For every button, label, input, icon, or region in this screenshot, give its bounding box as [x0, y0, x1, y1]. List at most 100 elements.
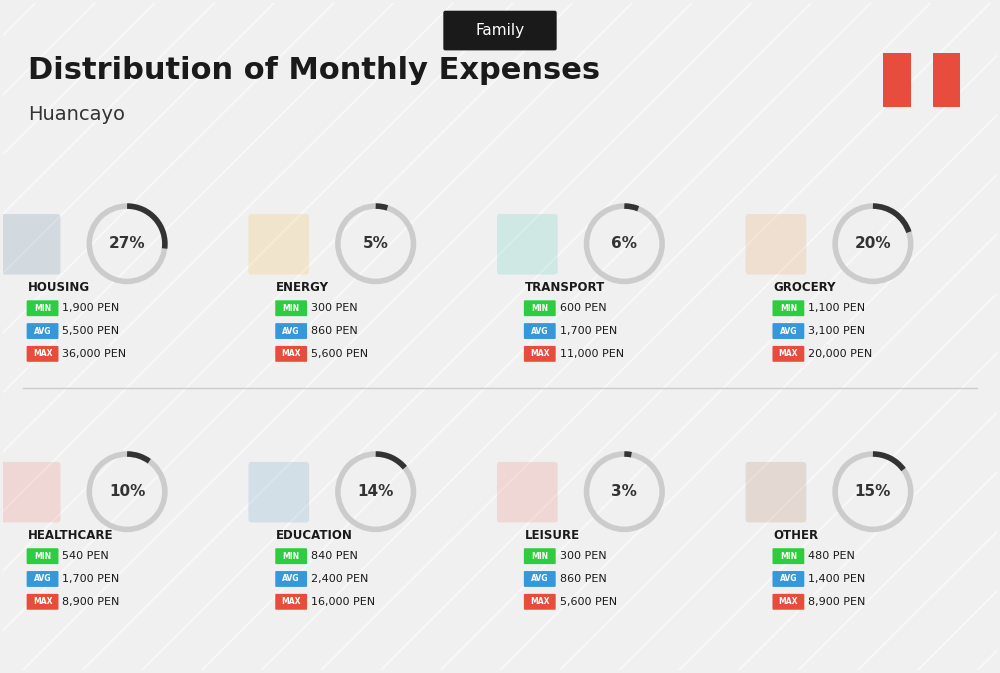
Text: MIN: MIN	[283, 304, 300, 313]
FancyBboxPatch shape	[248, 462, 309, 522]
Text: TRANSPORT: TRANSPORT	[525, 281, 605, 295]
Text: Family: Family	[475, 23, 525, 38]
FancyBboxPatch shape	[27, 594, 58, 610]
Text: 36,000 PEN: 36,000 PEN	[62, 349, 127, 359]
Text: GROCERY: GROCERY	[773, 281, 836, 295]
Text: 8,900 PEN: 8,900 PEN	[808, 597, 866, 607]
Text: AVG: AVG	[282, 326, 300, 336]
Text: MAX: MAX	[33, 349, 52, 358]
FancyBboxPatch shape	[772, 594, 804, 610]
FancyBboxPatch shape	[746, 462, 806, 522]
Text: AVG: AVG	[531, 326, 549, 336]
FancyBboxPatch shape	[524, 323, 556, 339]
Text: MIN: MIN	[34, 304, 51, 313]
Text: MAX: MAX	[33, 598, 52, 606]
Text: 3,100 PEN: 3,100 PEN	[808, 326, 865, 336]
Text: MAX: MAX	[530, 349, 550, 358]
Text: 20,000 PEN: 20,000 PEN	[808, 349, 873, 359]
FancyBboxPatch shape	[497, 214, 558, 275]
FancyBboxPatch shape	[524, 594, 556, 610]
Text: 10%: 10%	[109, 484, 145, 499]
Text: 6%: 6%	[611, 236, 637, 251]
Text: ENERGY: ENERGY	[276, 281, 329, 295]
Text: HOUSING: HOUSING	[28, 281, 90, 295]
Text: MAX: MAX	[779, 349, 798, 358]
FancyBboxPatch shape	[27, 346, 58, 362]
Text: AVG: AVG	[34, 326, 51, 336]
Text: 1,700 PEN: 1,700 PEN	[560, 326, 617, 336]
Text: 8,900 PEN: 8,900 PEN	[62, 597, 120, 607]
Text: Huancayo: Huancayo	[28, 106, 125, 125]
Text: AVG: AVG	[780, 575, 797, 583]
Text: OTHER: OTHER	[773, 530, 819, 542]
Text: LEISURE: LEISURE	[525, 530, 580, 542]
FancyBboxPatch shape	[0, 214, 60, 275]
FancyBboxPatch shape	[275, 346, 307, 362]
Text: 1,900 PEN: 1,900 PEN	[62, 304, 120, 313]
FancyBboxPatch shape	[772, 571, 804, 587]
Text: EDUCATION: EDUCATION	[276, 530, 353, 542]
FancyBboxPatch shape	[443, 11, 557, 50]
Text: 14%: 14%	[358, 484, 394, 499]
FancyBboxPatch shape	[883, 53, 911, 108]
FancyBboxPatch shape	[0, 462, 60, 522]
FancyBboxPatch shape	[524, 300, 556, 316]
Text: AVG: AVG	[34, 575, 51, 583]
FancyBboxPatch shape	[248, 214, 309, 275]
Text: 1,400 PEN: 1,400 PEN	[808, 574, 866, 584]
Text: MIN: MIN	[531, 552, 548, 561]
FancyBboxPatch shape	[497, 462, 558, 522]
Text: Distribution of Monthly Expenses: Distribution of Monthly Expenses	[28, 56, 600, 85]
Text: MIN: MIN	[780, 552, 797, 561]
Text: MIN: MIN	[283, 552, 300, 561]
Text: 20%: 20%	[855, 236, 891, 251]
Text: 5,600 PEN: 5,600 PEN	[311, 349, 368, 359]
Text: MAX: MAX	[281, 598, 301, 606]
Text: 860 PEN: 860 PEN	[560, 574, 606, 584]
FancyBboxPatch shape	[772, 300, 804, 316]
Text: 840 PEN: 840 PEN	[311, 551, 358, 561]
FancyBboxPatch shape	[27, 548, 58, 564]
Text: MAX: MAX	[530, 598, 550, 606]
FancyBboxPatch shape	[746, 214, 806, 275]
FancyBboxPatch shape	[275, 300, 307, 316]
Text: HEALTHCARE: HEALTHCARE	[28, 530, 113, 542]
Text: MAX: MAX	[779, 598, 798, 606]
FancyBboxPatch shape	[275, 571, 307, 587]
Text: MIN: MIN	[780, 304, 797, 313]
FancyBboxPatch shape	[275, 323, 307, 339]
Text: 600 PEN: 600 PEN	[560, 304, 606, 313]
Text: AVG: AVG	[780, 326, 797, 336]
Text: 5,500 PEN: 5,500 PEN	[62, 326, 120, 336]
Text: 860 PEN: 860 PEN	[311, 326, 358, 336]
FancyBboxPatch shape	[275, 594, 307, 610]
Text: 11,000 PEN: 11,000 PEN	[560, 349, 624, 359]
Text: 2,400 PEN: 2,400 PEN	[311, 574, 368, 584]
Text: 480 PEN: 480 PEN	[808, 551, 855, 561]
Text: 5%: 5%	[363, 236, 389, 251]
Text: 5,600 PEN: 5,600 PEN	[560, 597, 617, 607]
Text: MAX: MAX	[281, 349, 301, 358]
FancyBboxPatch shape	[524, 346, 556, 362]
Text: AVG: AVG	[531, 575, 549, 583]
Text: MIN: MIN	[34, 552, 51, 561]
Text: 540 PEN: 540 PEN	[62, 551, 109, 561]
Text: 27%: 27%	[109, 236, 145, 251]
FancyBboxPatch shape	[27, 300, 58, 316]
Text: 1,700 PEN: 1,700 PEN	[62, 574, 120, 584]
Text: AVG: AVG	[282, 575, 300, 583]
FancyBboxPatch shape	[27, 323, 58, 339]
Text: 3%: 3%	[611, 484, 637, 499]
Text: 300 PEN: 300 PEN	[311, 304, 358, 313]
Text: 300 PEN: 300 PEN	[560, 551, 606, 561]
FancyBboxPatch shape	[772, 548, 804, 564]
FancyBboxPatch shape	[27, 571, 58, 587]
FancyBboxPatch shape	[772, 346, 804, 362]
FancyBboxPatch shape	[524, 548, 556, 564]
FancyBboxPatch shape	[933, 53, 960, 108]
Text: MIN: MIN	[531, 304, 548, 313]
FancyBboxPatch shape	[524, 571, 556, 587]
Text: 16,000 PEN: 16,000 PEN	[311, 597, 375, 607]
Text: 1,100 PEN: 1,100 PEN	[808, 304, 865, 313]
FancyBboxPatch shape	[772, 323, 804, 339]
